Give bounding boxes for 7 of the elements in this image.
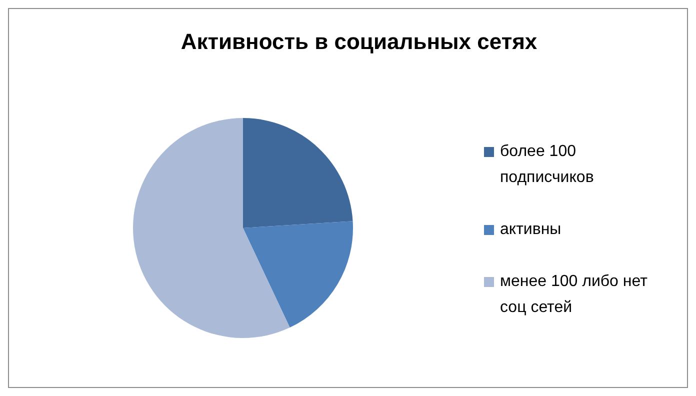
legend-label: более 100 подписчиков xyxy=(500,142,595,188)
pie-slice xyxy=(243,118,353,228)
legend-label: менее 100 либо нет соц сетей xyxy=(500,272,648,318)
chart-title: Активность в социальных сетях xyxy=(180,29,538,55)
pie-slice xyxy=(133,118,290,338)
pie-slice xyxy=(243,221,353,328)
legend-label: активны xyxy=(500,220,562,240)
